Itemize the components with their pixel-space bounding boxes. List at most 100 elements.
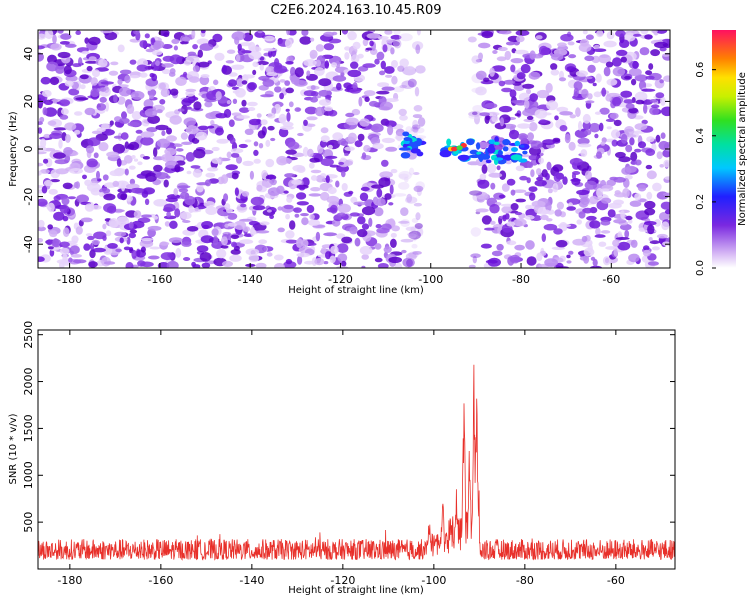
- heatmap-cell: [241, 80, 248, 85]
- heatmap-cell: [157, 262, 170, 268]
- heatmap-cell: [214, 127, 224, 136]
- heatmap-cell: [74, 129, 81, 135]
- heatmap-cell: [81, 50, 90, 55]
- heatmap-cell: [615, 237, 630, 240]
- heatmap-cell: [49, 230, 58, 238]
- heatmap-cell: [624, 126, 635, 136]
- heatmap-cell: [195, 131, 208, 141]
- heatmap-cell: [582, 30, 588, 35]
- heatmap-cell: [376, 51, 385, 61]
- heatmap-cell: [628, 68, 642, 77]
- heatmap-cell: [159, 99, 166, 105]
- heatmap-cell: [38, 121, 43, 125]
- colorbar-tick-label: 0.0: [695, 260, 706, 276]
- heatmap-cell: [601, 87, 607, 97]
- heatmap-cell: [338, 161, 345, 165]
- heatmap-cell: [374, 58, 380, 65]
- heatmap-cell: [46, 61, 59, 72]
- heatmap-cell: [345, 112, 355, 118]
- heatmap-cell: [252, 205, 266, 211]
- heatmap-cell: [38, 256, 45, 262]
- heatmap-cell: [184, 195, 196, 206]
- heatmap-cell: [206, 90, 219, 101]
- heatmap-cell: [248, 253, 260, 263]
- heatmap-cell: [587, 93, 593, 100]
- heatmap-cell: [580, 149, 588, 158]
- heatmap-cell: [498, 194, 506, 199]
- heatmap-cell: [526, 88, 531, 95]
- heatmap-cell: [133, 210, 142, 219]
- heatmap-cell: [651, 104, 660, 109]
- heatmap-cell: [265, 158, 275, 168]
- heatmap-cell: [330, 245, 339, 255]
- heatmap-cell: [238, 143, 248, 149]
- heatmap-cell: [48, 188, 58, 195]
- heatmap-cell: [484, 102, 498, 109]
- heatmap-cell: [186, 106, 192, 110]
- heatmap-cell: [467, 36, 477, 43]
- heatmap-cell: [185, 125, 199, 135]
- heatmap-cell: [644, 200, 656, 209]
- heatmap-cell: [377, 82, 390, 88]
- heatmap-cell: [625, 103, 635, 109]
- signal-cell: [494, 157, 504, 161]
- heatmap-cell: [229, 137, 236, 145]
- heatmap-cell: [332, 75, 347, 82]
- heatmap-cell: [377, 263, 389, 268]
- heatmap-cell: [505, 160, 512, 165]
- heatmap-cell: [114, 231, 127, 237]
- y-tick-label: 1000: [22, 461, 35, 489]
- heatmap-cell: [279, 92, 284, 100]
- heatmap-cell: [309, 157, 320, 163]
- heatmap-cell: [59, 204, 70, 214]
- heatmap-cell: [526, 115, 534, 120]
- heatmap-cell: [255, 262, 267, 268]
- heatmap-cell: [133, 30, 140, 35]
- heatmap-cell: [394, 262, 403, 268]
- heatmap-cell: [480, 243, 492, 249]
- heatmap-cell: [341, 260, 347, 267]
- heatmap-cell: [166, 127, 172, 135]
- heatmap-cell: [398, 173, 409, 179]
- heatmap-cell: [266, 252, 273, 257]
- heatmap-cell: [380, 60, 386, 70]
- heatmap-cell: [356, 229, 368, 238]
- heatmap-cell: [518, 92, 530, 102]
- heatmap-x-ticks: -180 -160 -140 -120 -100 -80 -60: [57, 30, 620, 286]
- heatmap-cell: [64, 122, 77, 131]
- heatmap-cell: [38, 238, 44, 243]
- heatmap-cell: [270, 137, 276, 142]
- heatmap-cell: [196, 184, 204, 193]
- heatmap-cell: [383, 246, 392, 254]
- heatmap-cell: [38, 52, 44, 62]
- heatmap-cell: [215, 113, 228, 119]
- heatmap-cell: [644, 221, 657, 226]
- heatmap-cell: [391, 60, 398, 68]
- heatmap-cell: [90, 88, 100, 98]
- heatmap-cell: [483, 77, 490, 83]
- heatmap-cell: [357, 216, 366, 225]
- heatmap-cell: [103, 261, 116, 265]
- heatmap-cell: [183, 71, 188, 77]
- heatmap-cell: [204, 179, 212, 187]
- heatmap-cell: [543, 223, 558, 231]
- heatmap-cell: [196, 38, 210, 45]
- heatmap-cell: [126, 104, 135, 115]
- heatmap-cell: [504, 50, 512, 61]
- colorbar-tick-label: 0.6: [695, 62, 706, 78]
- heatmap-cell: [340, 157, 347, 163]
- heatmap-cell: [236, 156, 242, 164]
- heatmap-cell: [278, 113, 287, 124]
- heatmap-cell: [538, 157, 544, 164]
- heatmap-cell: [256, 113, 262, 118]
- heatmap-cell: [496, 243, 504, 251]
- heatmap-cell: [256, 61, 269, 66]
- heatmap-cell: [294, 107, 301, 112]
- heatmap-cell: [350, 61, 359, 69]
- y-tick-label: 1500: [22, 414, 35, 442]
- heatmap-cell: [625, 144, 633, 153]
- heatmap-cell: [57, 51, 71, 59]
- heatmap-cell: [554, 209, 562, 217]
- signal-cell: [519, 144, 525, 148]
- heatmap-cell: [267, 112, 276, 119]
